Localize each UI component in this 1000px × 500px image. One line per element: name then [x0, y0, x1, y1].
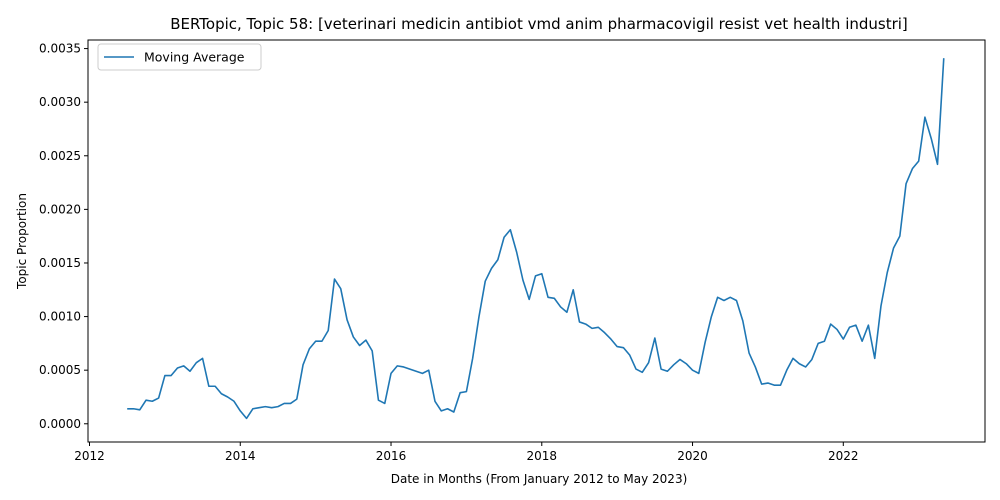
legend-label: Moving Average	[144, 50, 245, 65]
x-tick-label: 2012	[74, 449, 105, 463]
chart-title: BERTopic, Topic 58: [veterinari medicin …	[170, 15, 908, 33]
x-tick-label: 2018	[527, 449, 558, 463]
plot-area	[87, 39, 986, 443]
y-tick-label: 0.0020	[39, 202, 81, 216]
series-line-moving-average	[127, 58, 945, 420]
y-tick-label: 0.0030	[39, 95, 81, 109]
x-tick-label: 2020	[677, 449, 708, 463]
x-axis: 2012 2014 2016 2018 2020 2022	[74, 442, 859, 463]
series-layer	[127, 58, 945, 420]
y-tick-label: 0.0010	[39, 310, 81, 324]
x-axis-label: Date in Months (From January 2012 to May…	[391, 472, 688, 486]
y-tick-label: 0.0015	[39, 256, 81, 270]
y-axis: 0.0000 0.0005 0.0010 0.0015 0.0020 0.0025 0.00…	[39, 42, 88, 431]
legend-box	[97, 43, 262, 71]
x-tick-label: 2022	[828, 449, 859, 463]
y-tick-label: 0.0035	[39, 42, 81, 56]
y-tick-label: 0.0005	[39, 363, 81, 377]
x-tick-label: 2016	[376, 449, 407, 463]
y-tick-label: 0.0000	[39, 417, 81, 431]
legend: Moving Average	[97, 43, 262, 71]
y-axis-label: Topic Proportion	[15, 193, 29, 290]
x-tick-label: 2014	[225, 449, 256, 463]
y-tick-label: 0.0025	[39, 149, 81, 163]
